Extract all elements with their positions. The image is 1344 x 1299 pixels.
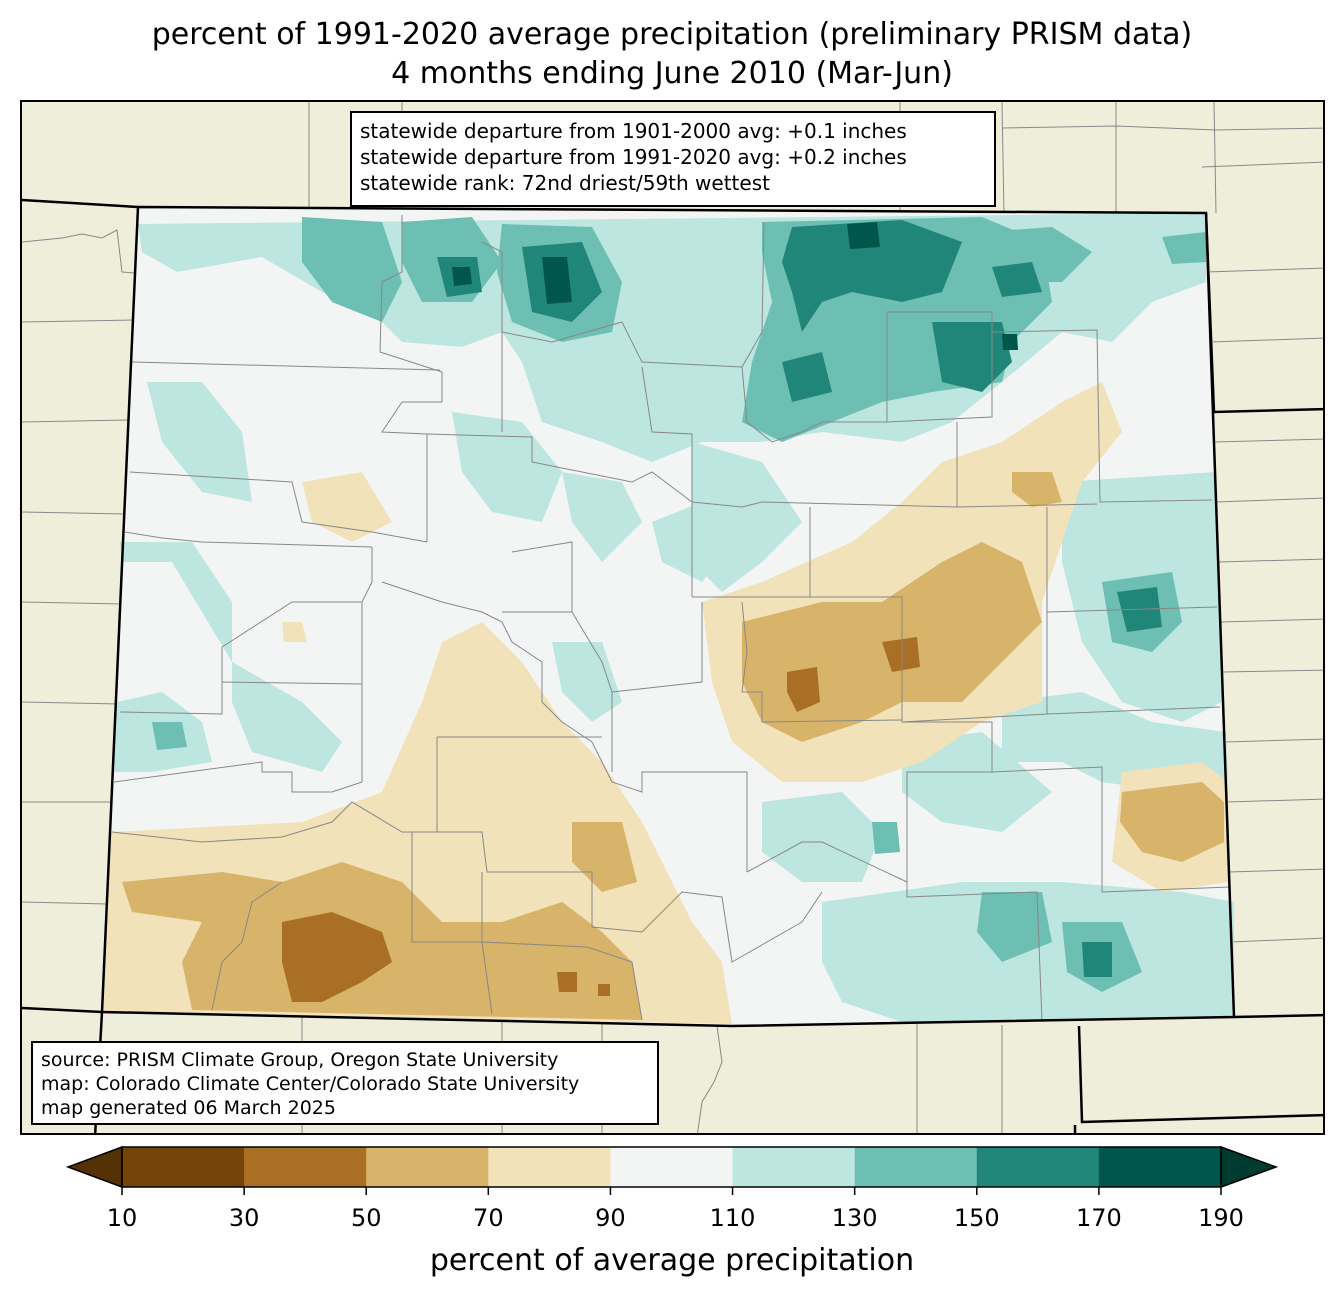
colorbar-ticks (121, 1187, 1222, 1195)
colorbar-segments (122, 1147, 1222, 1187)
colorbar-segment-90-110 (610, 1147, 734, 1187)
colorbar-tick-label: 170 (1075, 1204, 1122, 1232)
colorbar-frame (121, 1146, 1222, 1188)
colorbar-tick-label: 90 (595, 1204, 626, 1232)
stats-departure-1901-2000: statewide departure from 1901-2000 avg: … (360, 119, 907, 143)
source-box: source: PRISM Climate Group, Oregon Stat… (31, 1041, 659, 1125)
colorbar-segment-110-130 (732, 1147, 856, 1187)
colorbar-segment-10-30 (122, 1147, 245, 1187)
colorbar-segment-50-70 (366, 1147, 489, 1187)
map-title: percent of 1991-2020 average precipitati… (151, 17, 1193, 52)
colorbar-tick-label: 150 (953, 1204, 1000, 1232)
colorbar-under-arrow (65, 1145, 123, 1189)
colorbar-tick-label: 50 (350, 1204, 382, 1232)
generated-date-line: map generated 06 March 2025 (41, 1097, 336, 1119)
colorado-state-border (100, 205, 1236, 1028)
colorbar-label: percent of average precipitation (429, 1243, 915, 1278)
map-panel (20, 100, 1325, 1135)
map-credit-line: map: Colorado Climate Center/Colorado St… (41, 1073, 580, 1095)
statewide-stats-box: statewide departure from 1901-2000 avg: … (350, 111, 996, 207)
source-line: source: PRISM Climate Group, Oregon Stat… (41, 1049, 559, 1071)
colorbar-tick-label: 190 (1198, 1204, 1244, 1232)
stats-departure-1991-2020: statewide departure from 1991-2020 avg: … (360, 145, 907, 169)
colorbar-segment-70-90 (488, 1147, 611, 1187)
colorbar-tick-label: 110 (709, 1204, 756, 1232)
colorbar-tick-label: 70 (473, 1204, 504, 1232)
colorbar-segment-150-170 (976, 1147, 1100, 1187)
colorbar-over-arrow (1220, 1145, 1279, 1189)
map-subtitle: 4 months ending June 2010 (Mar-Jun) (391, 56, 953, 91)
county-borders (111, 215, 1231, 1023)
colorbar-tick-label: 30 (228, 1204, 260, 1232)
colorbar-segment-130-150 (854, 1147, 978, 1187)
stats-rank: statewide rank: 72nd driest/59th wettest (360, 171, 770, 195)
colorbar-segment-30-50 (244, 1147, 367, 1187)
colorbar-tick-label: 130 (831, 1204, 878, 1232)
colorbar-segment-170-190 (1098, 1147, 1222, 1187)
precip-shading (102, 213, 1234, 1024)
colorbar-tick-label: 10 (106, 1204, 138, 1232)
